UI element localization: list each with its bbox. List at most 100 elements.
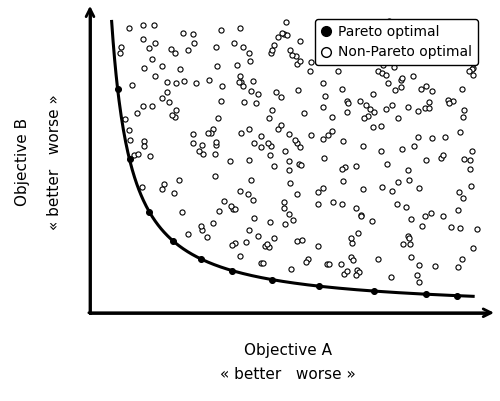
Point — [466, 166, 473, 172]
Point — [456, 128, 464, 135]
Point — [296, 143, 304, 150]
Point — [422, 83, 430, 89]
Point — [386, 18, 394, 24]
Point — [295, 161, 303, 168]
Point — [422, 53, 430, 59]
Point — [140, 65, 148, 71]
Point — [160, 180, 168, 187]
Point — [170, 190, 177, 196]
Point — [258, 144, 266, 151]
Point — [290, 137, 298, 143]
Point — [285, 131, 293, 137]
Point — [441, 134, 449, 140]
Point — [409, 73, 417, 79]
Point — [458, 86, 466, 92]
Point — [404, 166, 411, 173]
Point — [427, 210, 435, 216]
Point — [391, 34, 399, 41]
Point — [217, 98, 225, 105]
Point — [163, 79, 171, 85]
Point — [399, 241, 407, 248]
Point — [344, 25, 351, 32]
Point — [320, 80, 328, 86]
Point — [296, 37, 304, 44]
Point — [366, 106, 374, 113]
Point — [294, 140, 302, 146]
Point — [370, 288, 378, 294]
Point — [470, 244, 478, 251]
Point — [262, 243, 270, 249]
Point — [334, 68, 342, 75]
Point — [320, 185, 328, 191]
Point — [228, 267, 236, 274]
Point — [390, 64, 398, 70]
Point — [394, 179, 402, 185]
Point — [426, 42, 434, 48]
Point — [402, 204, 410, 210]
Legend: Pareto optimal, Non-Pareto optimal: Pareto optimal, Non-Pareto optimal — [315, 19, 478, 65]
Point — [278, 30, 286, 36]
Point — [314, 201, 322, 208]
Point — [158, 186, 166, 192]
Point — [422, 156, 430, 163]
Point — [428, 88, 436, 95]
Point — [244, 157, 252, 163]
Point — [216, 27, 224, 34]
Point — [334, 47, 342, 54]
Point — [306, 132, 314, 138]
Point — [294, 237, 302, 244]
Point — [438, 152, 446, 158]
Point — [388, 33, 396, 40]
Point — [415, 262, 423, 268]
Point — [468, 65, 476, 71]
Point — [378, 148, 386, 155]
Point — [425, 99, 433, 105]
Point — [368, 90, 376, 97]
Point — [308, 59, 316, 65]
Point — [454, 264, 462, 270]
Point — [277, 93, 285, 100]
Point — [364, 113, 372, 119]
Point — [285, 211, 293, 218]
Point — [343, 97, 351, 104]
Point — [418, 223, 426, 229]
Point — [190, 140, 198, 147]
Point — [464, 68, 472, 75]
Point — [436, 155, 444, 161]
Point — [338, 166, 346, 172]
Point — [236, 130, 244, 136]
Point — [378, 70, 386, 76]
Point — [125, 24, 133, 31]
Point — [428, 134, 436, 141]
Point — [398, 75, 406, 81]
Point — [468, 72, 476, 79]
Point — [383, 160, 391, 167]
Point — [319, 136, 327, 142]
Point — [406, 176, 413, 183]
Point — [198, 151, 206, 157]
Point — [281, 148, 289, 154]
Point — [353, 267, 361, 273]
Point — [268, 107, 276, 113]
Point — [357, 213, 365, 219]
Point — [306, 68, 314, 74]
Point — [198, 227, 205, 233]
Point — [227, 203, 235, 209]
Point — [456, 225, 464, 231]
Point — [150, 73, 158, 79]
Point — [213, 63, 221, 69]
Point — [394, 200, 402, 207]
Point — [458, 256, 466, 263]
Point — [246, 58, 254, 64]
Point — [158, 95, 166, 101]
Point — [340, 271, 348, 277]
Point — [405, 235, 413, 241]
Point — [392, 87, 400, 93]
Point — [121, 116, 129, 123]
Point — [125, 127, 133, 133]
Point — [388, 187, 396, 194]
Point — [458, 194, 466, 201]
Point — [244, 191, 252, 197]
Point — [360, 115, 368, 122]
Point — [397, 53, 405, 60]
